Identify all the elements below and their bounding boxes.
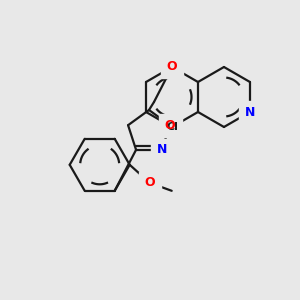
Text: O: O xyxy=(165,119,175,132)
Text: O: O xyxy=(167,61,177,74)
Text: Cl: Cl xyxy=(166,122,178,132)
Text: N: N xyxy=(157,143,167,156)
Text: O: O xyxy=(144,176,155,189)
Text: N: N xyxy=(245,106,255,118)
